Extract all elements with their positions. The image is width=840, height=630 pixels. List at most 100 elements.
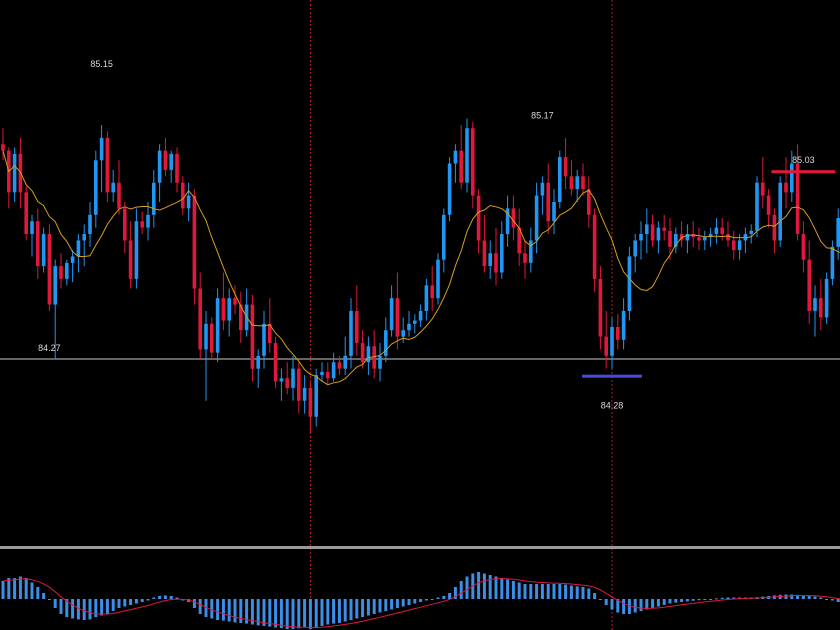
macd-histogram-bar <box>581 587 585 599</box>
macd-histogram-bar <box>424 599 428 601</box>
macd-histogram-bar <box>656 599 660 607</box>
macd-histogram-bar <box>691 599 695 601</box>
macd-histogram-bar <box>372 599 376 614</box>
candle-body <box>41 234 46 267</box>
macd-histogram-bar <box>245 599 249 624</box>
candle-body <box>285 378 289 388</box>
candle-body <box>807 259 811 311</box>
candle-body <box>633 240 637 257</box>
candle-body <box>70 256 75 263</box>
candle-body <box>192 195 197 289</box>
macd-histogram-bar <box>401 599 405 607</box>
macd-histogram-bar <box>511 581 515 599</box>
macd-histogram-bar <box>488 575 492 599</box>
candle-body <box>616 327 620 340</box>
macd-histogram-bar <box>598 599 602 600</box>
candle-body <box>407 323 411 331</box>
candle-body <box>384 330 388 356</box>
macd-histogram-bar <box>395 599 399 608</box>
macd-histogram-bar <box>129 599 133 605</box>
candle-body <box>1 144 5 151</box>
candle-body <box>819 298 823 318</box>
macd-histogram-bar <box>355 599 359 619</box>
candle-body <box>297 368 301 401</box>
candle-body <box>546 182 550 222</box>
macd-histogram-bar <box>494 576 498 599</box>
macd-histogram-bar <box>233 599 237 623</box>
macd-histogram-bar <box>285 599 289 629</box>
candle-body <box>140 221 144 228</box>
macd-histogram-bar <box>239 599 243 623</box>
candle-body <box>413 320 417 324</box>
moving-average-line <box>2 150 840 386</box>
macd-histogram-bar <box>18 576 22 599</box>
macd-histogram-bar <box>332 599 336 624</box>
candle-body <box>320 371 324 376</box>
candle-body <box>12 153 17 193</box>
candle-body <box>662 227 666 231</box>
panel-separator <box>0 546 840 549</box>
candle-body <box>372 346 376 369</box>
macd-histogram-bar <box>448 593 452 599</box>
macd-histogram-bar <box>30 582 34 599</box>
macd-histogram-bar <box>152 597 156 599</box>
macd-histogram-bar <box>552 584 556 599</box>
macd-histogram-bar <box>413 599 417 604</box>
candle-body <box>790 163 794 193</box>
macd-histogram-bar <box>836 599 840 602</box>
candle-body <box>36 221 40 267</box>
candle-body <box>563 157 568 177</box>
candle-body <box>447 163 452 215</box>
macd-histogram-bar <box>169 596 173 599</box>
macd-histogram-bar <box>384 599 388 611</box>
candle-body <box>471 128 475 196</box>
macd-histogram-bar <box>662 599 666 605</box>
candle-body <box>778 182 782 241</box>
macd-histogram-bar <box>587 588 591 599</box>
candle-body <box>801 234 806 260</box>
candle-body <box>465 128 469 183</box>
candle-body <box>436 259 440 299</box>
candle-body <box>761 182 765 196</box>
candle-body <box>581 176 585 190</box>
candle-body <box>424 285 429 311</box>
candle-body <box>117 182 121 209</box>
macd-histogram-bar <box>622 599 626 614</box>
macd-histogram-bar <box>697 599 701 601</box>
macd-histogram-bar <box>216 599 220 620</box>
macd-histogram-bar <box>825 599 829 600</box>
macd-histogram-bar <box>726 597 730 599</box>
macd-histogram-bar <box>53 599 57 608</box>
candle-body <box>302 387 307 401</box>
candle-body <box>273 343 278 382</box>
macd-histogram-bar <box>221 599 225 621</box>
macd-histogram-bar <box>349 599 353 620</box>
candle-body <box>813 298 817 311</box>
macd-histogram-bar <box>604 599 608 605</box>
candle-body <box>604 336 608 356</box>
candle-body <box>123 208 127 241</box>
macd-histogram-bar <box>535 584 539 599</box>
macd-histogram-bar <box>7 578 11 599</box>
candle-body <box>279 378 284 382</box>
macd-histogram-bar <box>453 587 457 599</box>
macd-histogram-bar <box>627 599 631 614</box>
macd-histogram-bar <box>361 599 365 617</box>
candle-body <box>749 230 753 235</box>
candle-body <box>152 182 156 215</box>
candle-body <box>610 327 614 356</box>
candle-body <box>650 224 655 241</box>
candle-body <box>111 182 115 193</box>
macd-histogram-bar <box>419 599 423 602</box>
candle-body <box>453 150 458 164</box>
macd-histogram-bar <box>227 599 231 622</box>
candle-body <box>668 230 672 247</box>
macd-histogram-bar <box>326 599 330 625</box>
macd-histogram-bar <box>123 599 127 607</box>
candle-body <box>326 371 330 379</box>
candle-body <box>343 355 347 369</box>
macd-histogram-bar <box>250 599 254 625</box>
macd-histogram-bar <box>477 572 481 599</box>
candle-body <box>766 195 771 215</box>
